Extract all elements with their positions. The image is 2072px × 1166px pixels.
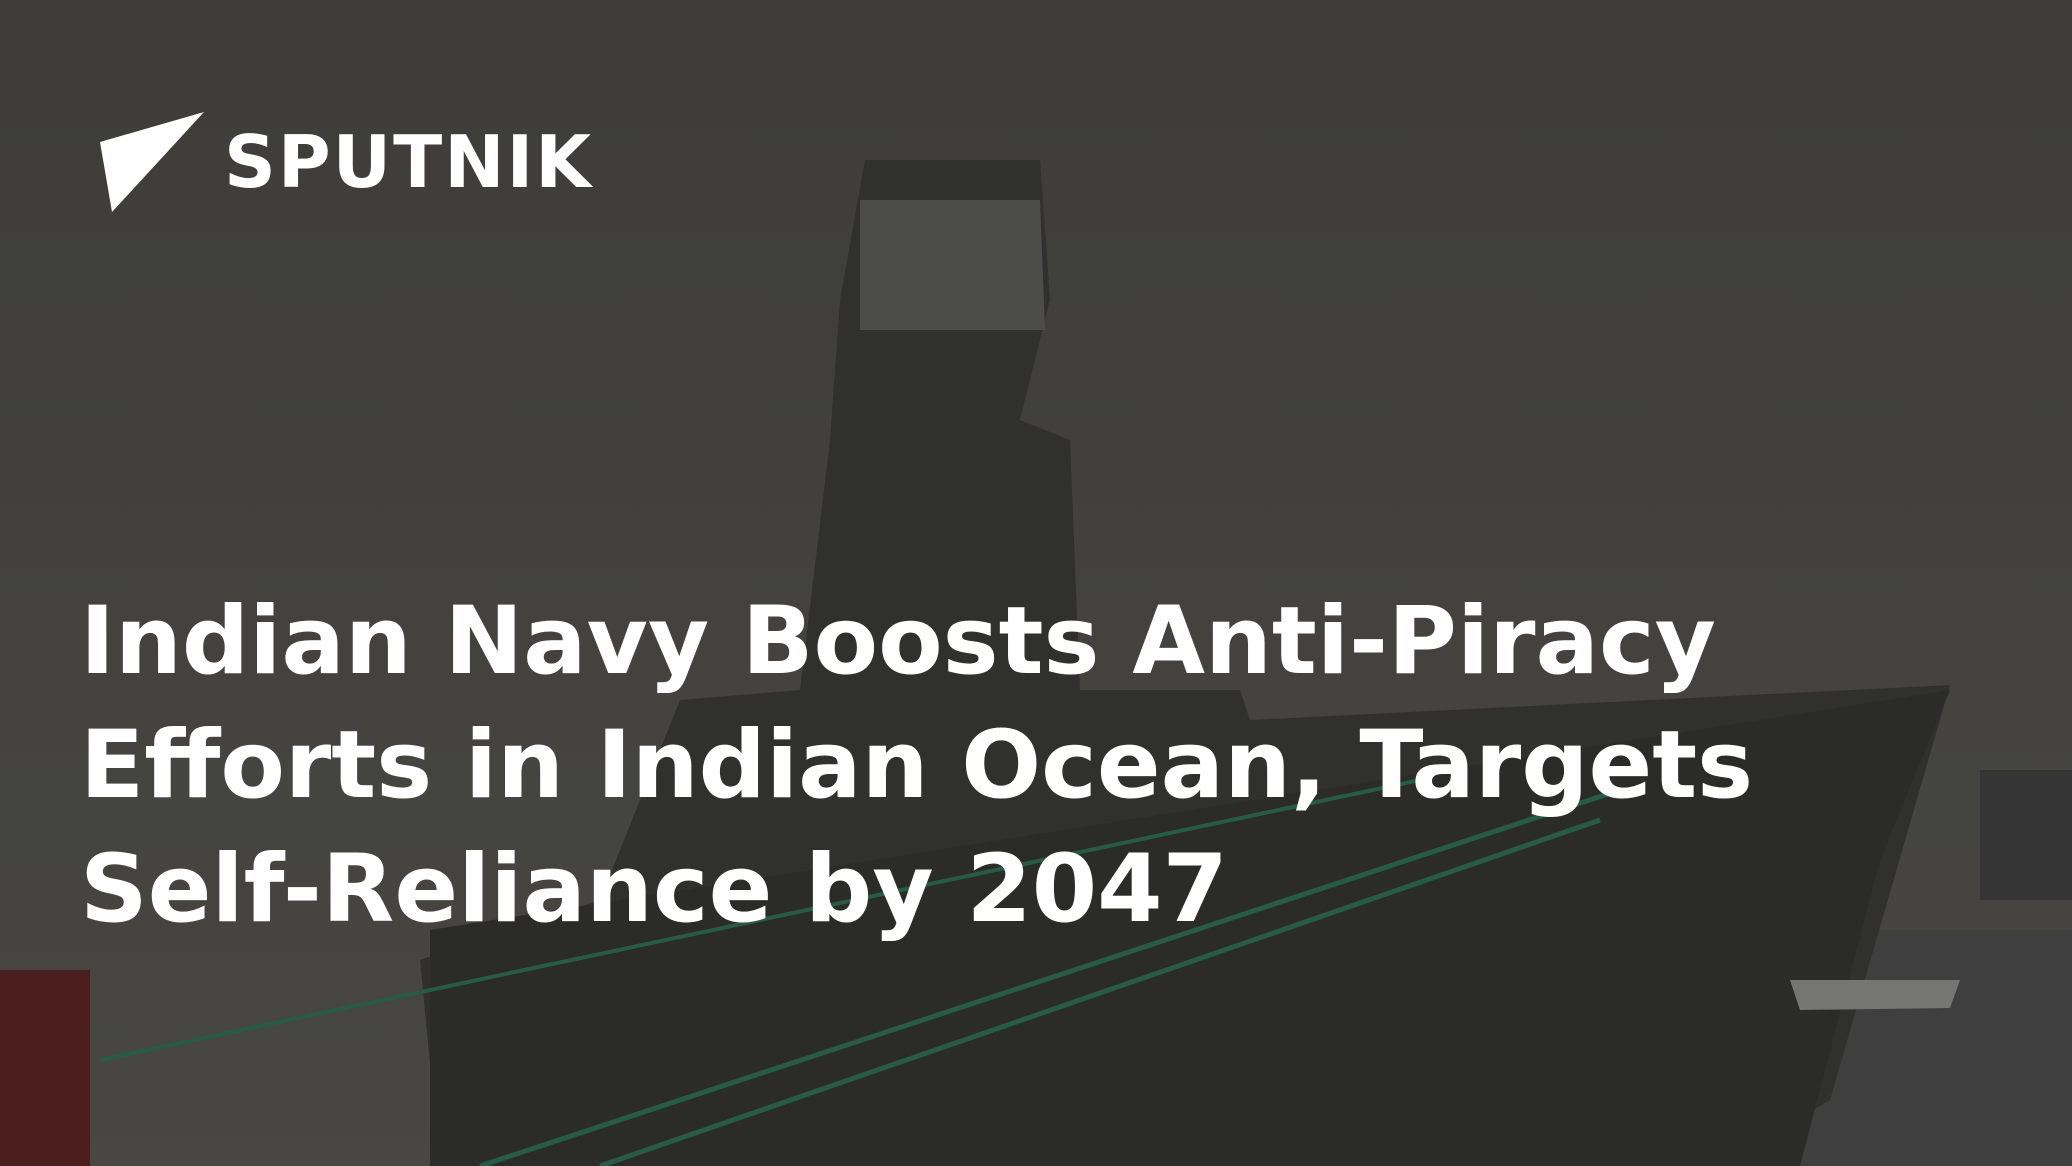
brand-name: SPUTNIK [224,120,594,204]
logo[interactable]: SPUTNIK [100,112,593,212]
headline: Indian Navy Boosts Anti-Piracy Efforts i… [80,587,1754,944]
logo-icon [100,112,204,212]
